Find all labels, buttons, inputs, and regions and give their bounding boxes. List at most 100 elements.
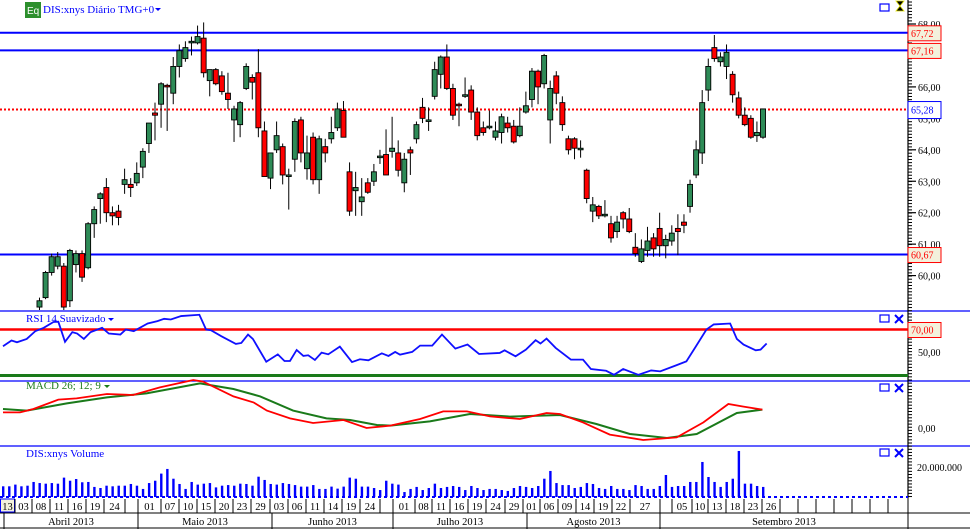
candle-body [650,237,657,250]
candle [176,44,183,78]
candle-body [462,94,469,97]
close-icon[interactable] [894,448,904,458]
volume-bar [622,488,625,497]
candle [632,233,639,257]
date-label: 19 [346,502,357,513]
symbol-title[interactable]: DIS:xnys Diário TMG+0 [43,4,155,16]
price-tag [907,42,942,59]
candle-body [139,150,146,168]
candle [456,102,462,127]
volume-bar [470,485,473,497]
volume-bar [14,484,17,497]
pin-icon[interactable] [895,0,905,12]
date-label: 03 [18,502,29,513]
candle-body [243,66,250,89]
candle-body [699,102,706,154]
caret-down-icon[interactable] [155,8,161,11]
date-label: 29 [255,502,266,513]
candle [474,107,481,141]
volume-bar [749,483,753,497]
volume-bar [44,483,47,497]
volume-bar [239,483,242,497]
candle [334,102,341,131]
candle-body [322,146,329,154]
candle [547,80,554,144]
candle [36,297,43,310]
volume-bar [512,488,516,497]
candle-body [145,122,152,144]
candle [486,110,493,130]
maximize-icon[interactable] [879,314,890,323]
date-label: 14 [580,502,591,513]
macd-title[interactable]: MACD 26; 12; 9 [26,380,101,392]
volume-bar [591,483,595,497]
maximize-icon[interactable] [879,448,890,457]
caret-down-icon[interactable] [104,385,110,388]
date-label: 05 [677,502,688,513]
candle [425,107,432,131]
candle [364,178,371,194]
volume-bar [476,488,479,497]
candle-body [304,152,310,170]
rsi-title[interactable]: RSI 14 Suavizado [26,313,106,325]
candle-body [54,256,61,267]
candle-body [91,209,98,225]
candle [60,263,67,310]
candle [389,116,396,158]
volume-bar [458,486,461,497]
candle [346,162,353,216]
rsi-header[interactable]: RSI 14 Suavizado [26,313,114,325]
candle [42,270,49,300]
close-icon[interactable] [894,314,904,324]
volume-bar [233,485,236,497]
candle-body [662,238,669,247]
candle-body [656,227,663,247]
date-label: 10 [695,502,706,513]
candle-body [729,73,736,96]
date-label: 13 [712,502,723,513]
candle [656,212,663,257]
macd-header[interactable]: MACD 26; 12; 9 [26,380,110,392]
caret-down-icon[interactable] [108,318,114,321]
price-tag [907,247,942,264]
maximize-icon[interactable] [879,3,890,12]
volume-bar [32,481,35,497]
candle [115,204,122,226]
candle [352,171,359,216]
volume-bar [74,479,78,497]
candle [267,152,274,190]
candle-body [577,147,584,151]
candle [711,35,718,62]
symbol-header[interactable]: Eq DIS:xnys Diário TMG+0 [25,2,161,18]
volume-bar [610,485,613,497]
volume-bar [166,468,169,497]
volume-bar [737,450,741,497]
candle [595,204,602,219]
candle [97,192,104,224]
candle-body [480,127,487,133]
date-label: 08 [36,502,47,513]
volume-bar [731,478,734,497]
candle-body [352,187,359,192]
volume-bar [676,485,680,497]
candle [443,44,450,91]
candle [121,168,128,194]
volume-bar [293,485,297,497]
volume-bar [208,483,212,497]
volume-bar [342,486,345,497]
candle-body [626,218,633,233]
candle-body [529,70,535,100]
close-icon[interactable] [894,383,904,393]
volume-bar [530,488,534,497]
volume-bar [154,480,157,497]
candle [577,140,584,158]
candle-body [36,300,43,308]
candle-body [310,136,317,181]
candle [291,118,298,172]
macd-signal-line [2,382,763,440]
maximize-icon[interactable] [879,383,890,392]
candle [480,121,487,136]
candle [498,113,505,144]
date-label: 01 [144,502,155,513]
